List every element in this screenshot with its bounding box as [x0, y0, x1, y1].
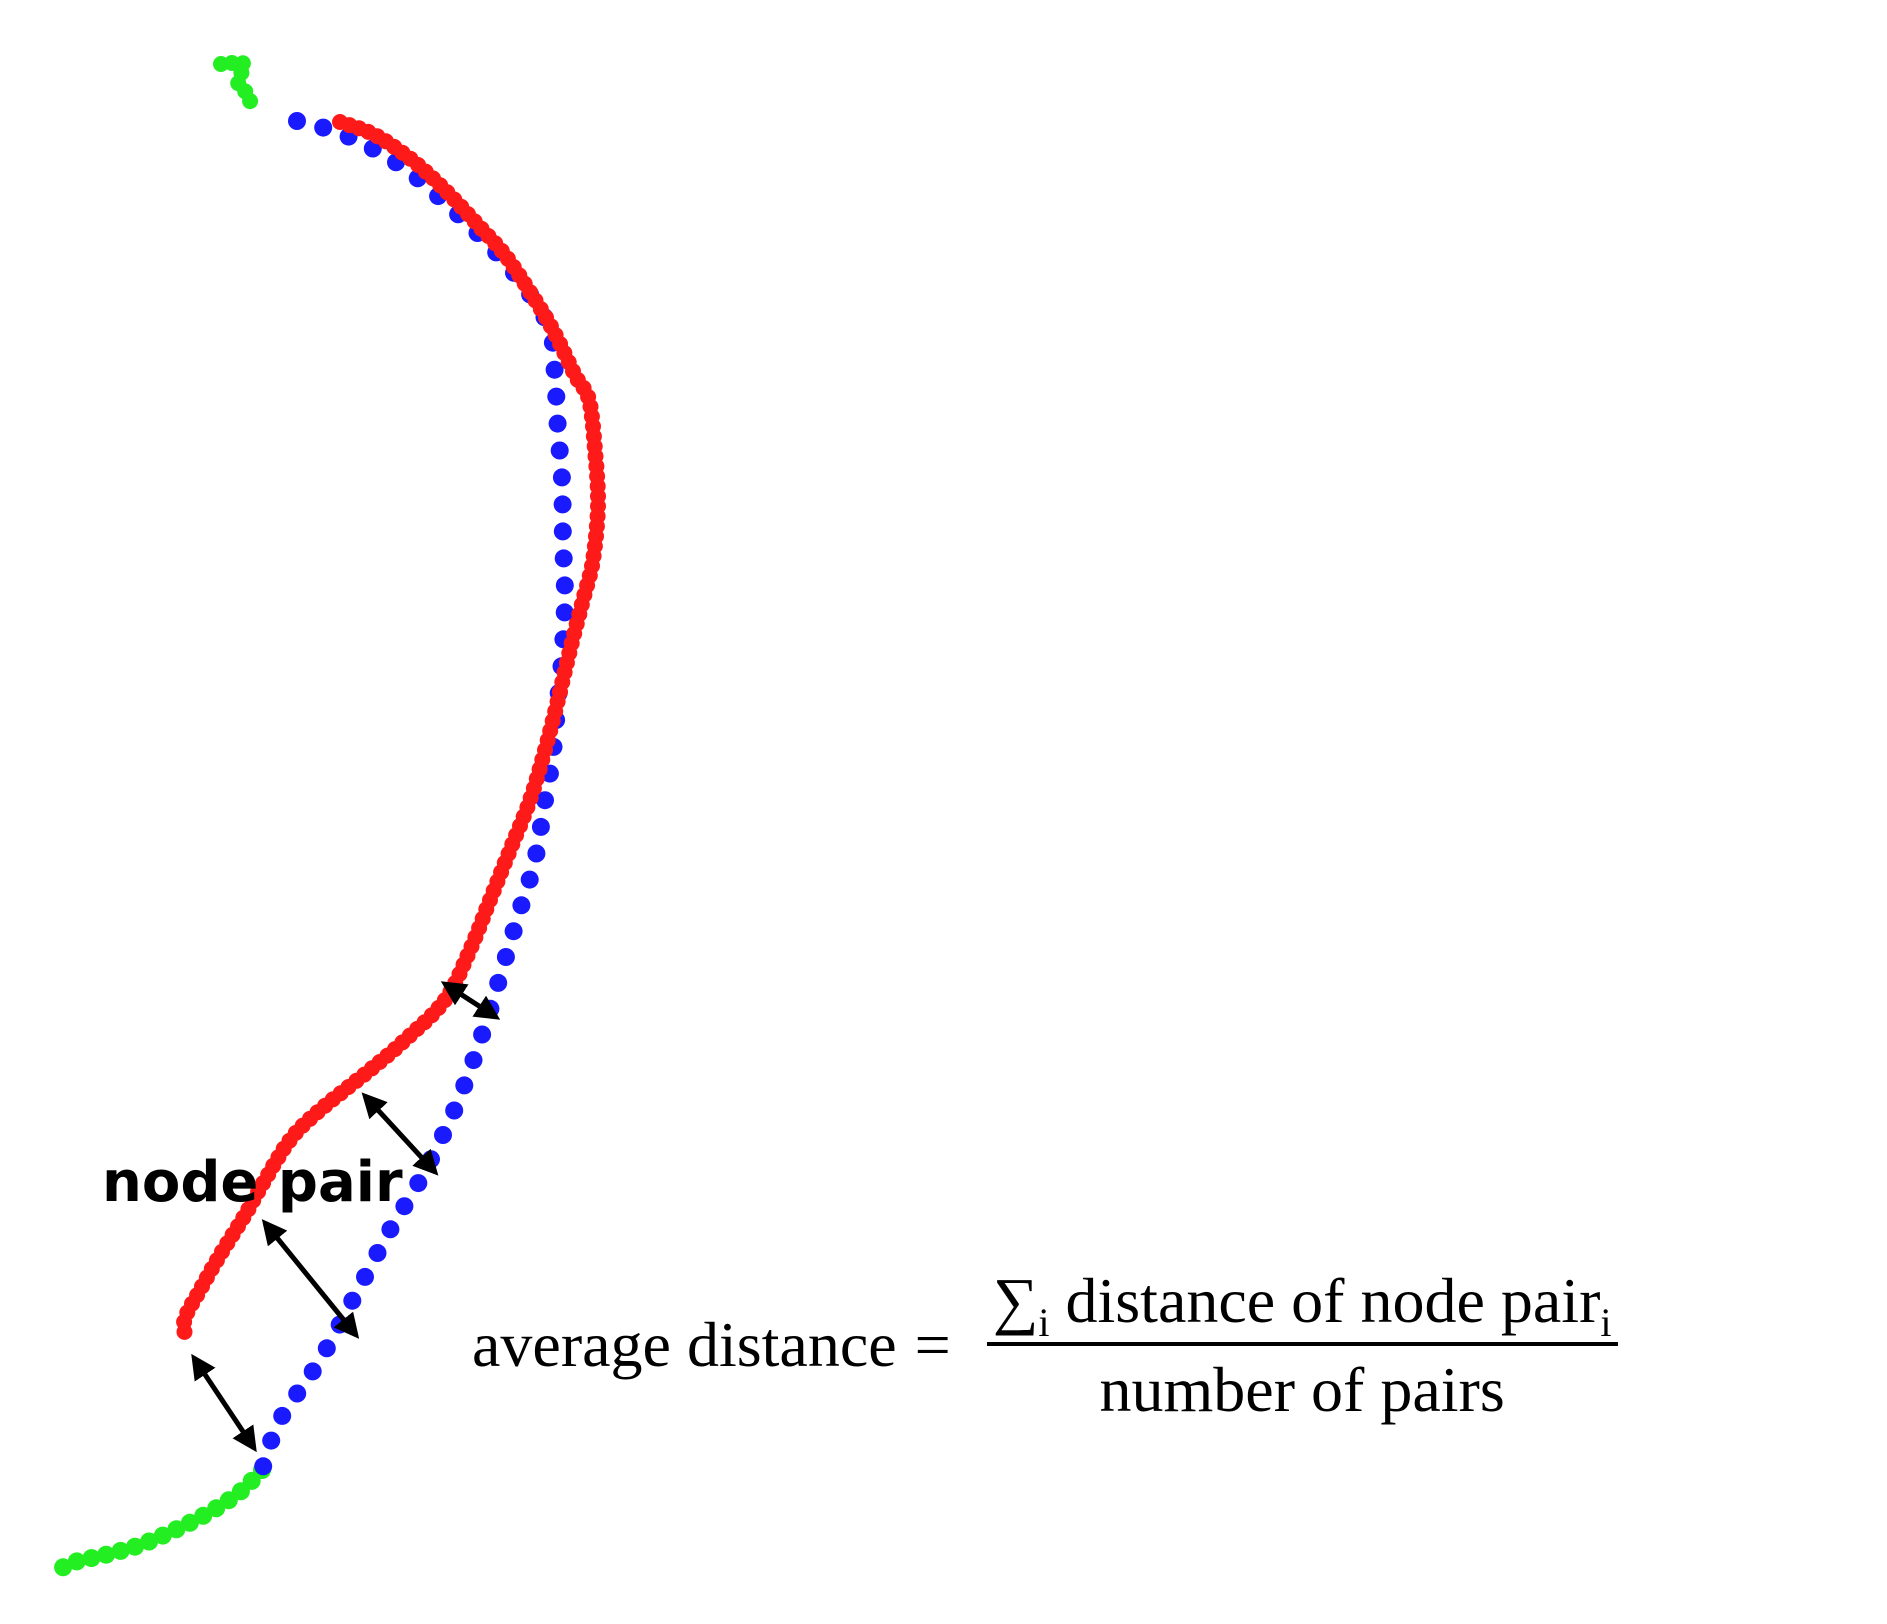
- formula-lhs: average distance: [472, 1309, 897, 1380]
- blue-node: [288, 112, 306, 130]
- sum-symbol: ∑: [992, 1264, 1039, 1336]
- blue-node: [512, 896, 531, 915]
- green-node: [207, 1499, 226, 1518]
- node-pair-arrow: [440, 981, 501, 1020]
- blue-node: [555, 603, 574, 622]
- blue-node: [536, 791, 554, 810]
- sum-index: i: [1038, 1299, 1050, 1345]
- blue-node: [254, 1457, 273, 1476]
- node-pair-arrow: [191, 1353, 257, 1453]
- blue-node: [343, 1291, 362, 1310]
- blue-node: [489, 973, 508, 992]
- blue-node: [356, 1267, 374, 1286]
- green-node: [54, 1558, 73, 1577]
- blue-node: [553, 495, 572, 514]
- blue-node: [368, 1244, 387, 1262]
- blue-node: [288, 1384, 307, 1403]
- green-node: [180, 1513, 199, 1532]
- node-pair-label: node pair: [102, 1150, 403, 1215]
- green-node: [126, 1537, 144, 1556]
- blue-node: [434, 1126, 452, 1144]
- blue-node: [314, 118, 333, 137]
- blue-node: [552, 468, 571, 487]
- blue-node: [303, 1362, 322, 1381]
- blue-node: [409, 1174, 428, 1193]
- green-node: [82, 1549, 101, 1568]
- blue-node: [455, 1076, 474, 1095]
- blue-node: [527, 844, 546, 863]
- blue-node: [554, 549, 573, 568]
- blue-node: [520, 870, 539, 889]
- blue-node: [555, 576, 574, 595]
- numerator-text: distance of node pair: [1065, 1264, 1601, 1336]
- green-node: [67, 1552, 86, 1571]
- blue-node: [381, 1220, 400, 1239]
- green-node: [111, 1541, 130, 1560]
- blue-node: [547, 387, 566, 406]
- node-pair-arrow: [361, 1092, 439, 1176]
- formula-fraction: ∑i distance of node pairi number of pair…: [986, 1264, 1618, 1425]
- blue-node: [445, 1101, 464, 1120]
- fraction-bar: [986, 1342, 1618, 1346]
- red-trajectory: [176, 114, 606, 1340]
- green-node: [97, 1545, 116, 1564]
- blue-node: [473, 1025, 492, 1044]
- green-node: [242, 93, 259, 110]
- formula-denominator: number of pairs: [1099, 1354, 1505, 1425]
- formula-numerator: ∑i distance of node pairi: [987, 1264, 1618, 1345]
- blue-node: [262, 1431, 281, 1450]
- blue-node: [317, 1339, 336, 1358]
- blue-node: [504, 922, 523, 941]
- green-node: [140, 1532, 159, 1551]
- blue-node: [395, 1197, 414, 1216]
- blue-node: [496, 948, 515, 966]
- green-node: [153, 1526, 172, 1545]
- red-node: [176, 1323, 193, 1340]
- formula-equals: =: [914, 1309, 951, 1380]
- numerator-index: i: [1600, 1299, 1612, 1345]
- blue-node: [548, 414, 567, 433]
- blue-node: [553, 522, 572, 541]
- node-pair-arrow: [261, 1219, 360, 1339]
- blue-node: [550, 441, 569, 460]
- blue-node: [464, 1051, 483, 1070]
- blue-node: [545, 360, 564, 379]
- green-node: [167, 1520, 186, 1539]
- node-pair-arrows: [191, 981, 501, 1453]
- green-node: [194, 1506, 213, 1525]
- green-trajectory: [54, 55, 271, 1577]
- average-distance-formula: average distance = ∑i distance of node p…: [472, 1255, 1618, 1435]
- blue-node: [531, 817, 550, 836]
- blue-node: [273, 1406, 292, 1425]
